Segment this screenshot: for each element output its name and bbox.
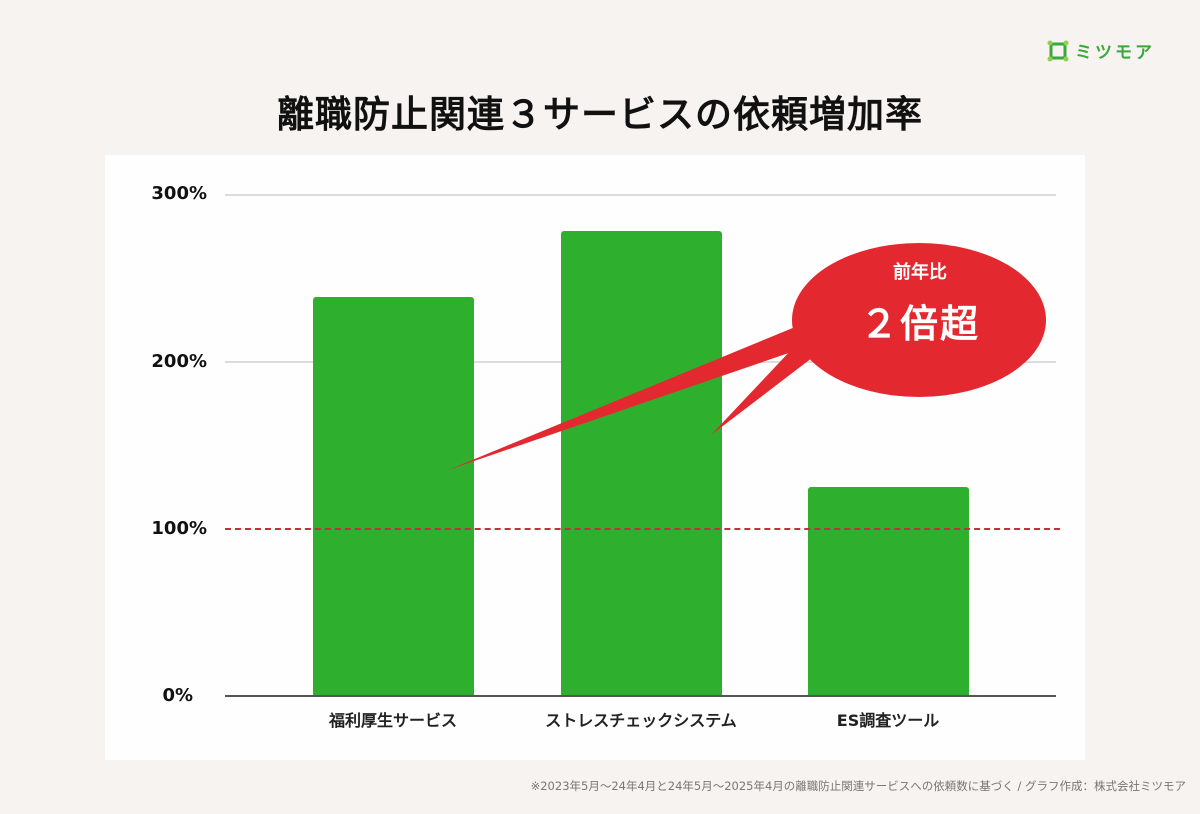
- bar-stress-check-system: [561, 231, 722, 696]
- gridline-300: [225, 194, 1056, 196]
- ytick-100: 100%: [151, 518, 207, 539]
- callout-value: ２倍超: [859, 302, 980, 346]
- bar-welfare-service: [313, 297, 474, 696]
- brand-logo: ミツモア: [1047, 38, 1155, 63]
- ytick-200: 200%: [151, 351, 207, 372]
- brand-name: ミツモア: [1075, 43, 1155, 63]
- x-axis-line: [225, 695, 1056, 697]
- callout-label: 前年比: [893, 262, 947, 283]
- chart-title: 離職防止関連３サービスの依頼増加率: [277, 93, 923, 136]
- xlabel-es-survey-tool: ES調査ツール: [836, 711, 940, 730]
- footnote: ※2023年5月～24年4月と24年5月～2025年4月の離職防止関連サービスへ…: [530, 779, 1186, 793]
- xlabel-welfare-service: 福利厚生サービス: [328, 711, 457, 730]
- ytick-0: 0%: [162, 685, 193, 706]
- xlabel-stress-check-system: ストレスチェックシステム: [545, 711, 737, 730]
- reference-line-100: [225, 528, 1060, 530]
- ytick-300: 300%: [151, 183, 207, 204]
- bar-es-survey-tool: [808, 487, 969, 696]
- logo-icon: [1047, 40, 1069, 61]
